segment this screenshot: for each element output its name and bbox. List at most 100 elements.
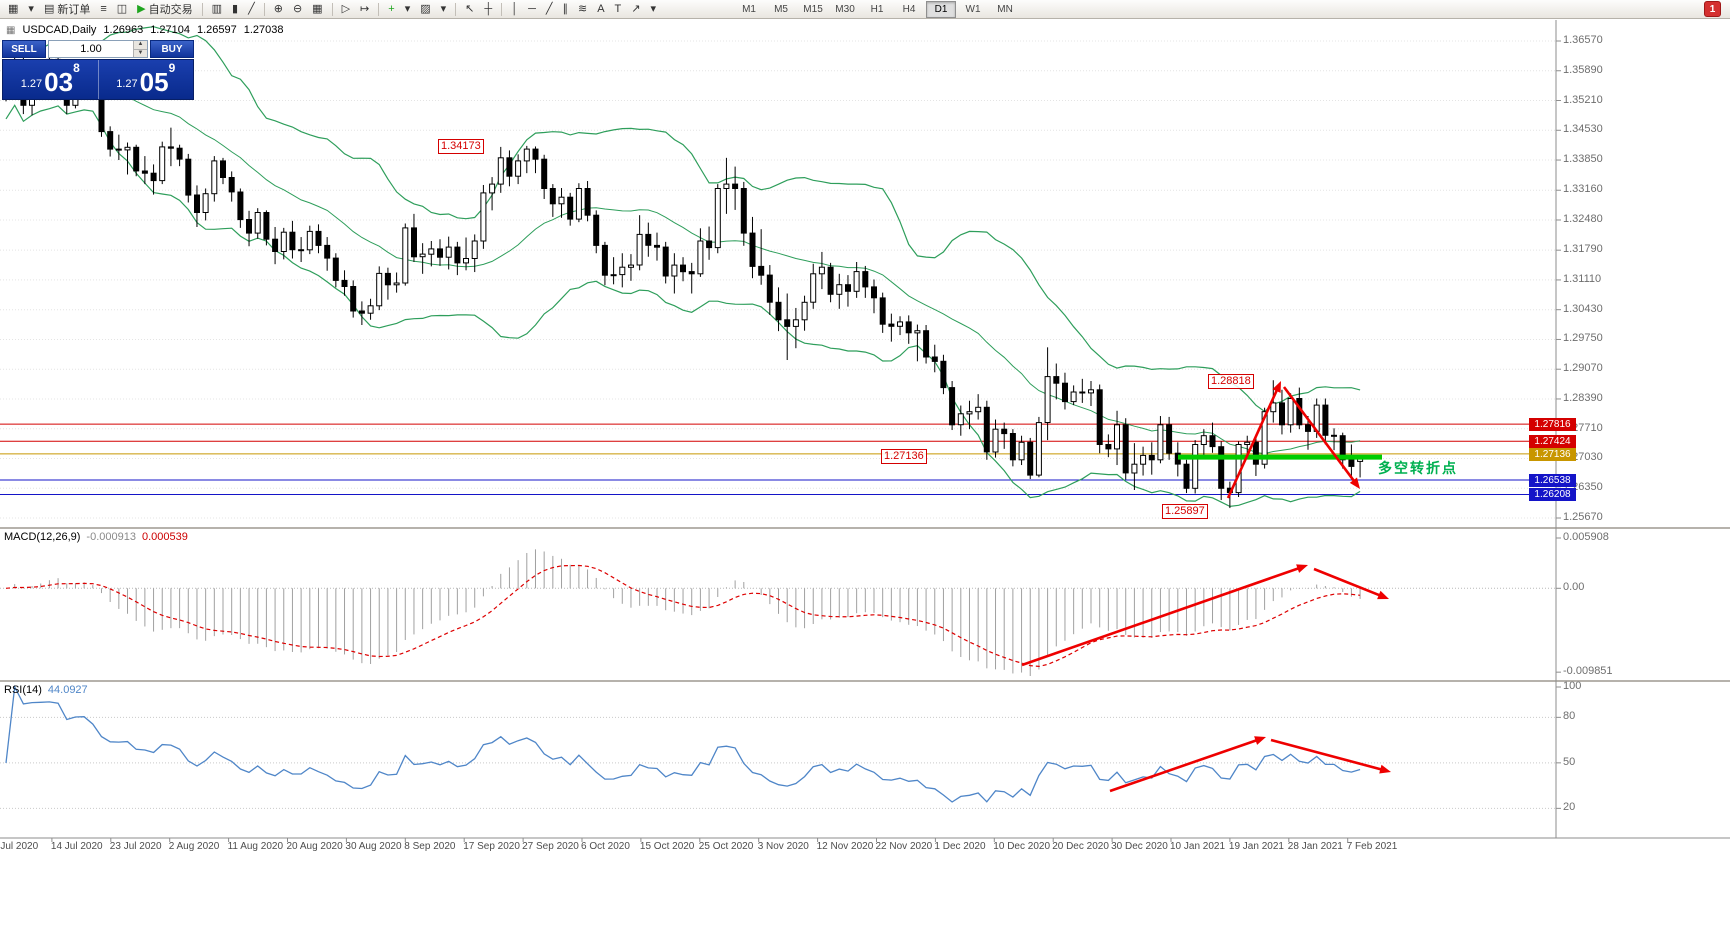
toolbar-separator [378,2,380,16]
chart-shift-icon: ↦ [360,3,370,15]
timeframe-mn[interactable]: MN [997,3,1013,15]
arrows-tool-icon: ↗ [631,3,641,15]
new-chart-dropdown-icon: ▾ [28,3,34,15]
timeframe-d1[interactable]: D1 [926,0,957,18]
timeframe-m30[interactable]: M30 [835,3,855,15]
axes [0,20,1730,842]
arrows-dropdown-button[interactable]: ▾ [647,0,661,18]
timeframe-m15[interactable]: M15 [803,3,823,15]
horizontal-line-tool-button[interactable]: ─ [524,0,540,18]
timeframe-h4[interactable]: H4 [902,3,916,15]
zoom-in-icon: ⊕ [273,3,283,15]
text-tool-icon: A [597,3,605,15]
lot-size-field[interactable]: 1.00 ▲ ▼ [48,40,148,58]
ohlc-open: 1.26963 [103,24,144,36]
sell-button[interactable]: SELL [2,40,46,58]
zoom-out-button[interactable]: ⊖ [289,0,306,18]
toolbar-separator [201,2,203,16]
timeframe-h1[interactable]: H1 [870,3,884,15]
data-window-button[interactable]: ◫ [113,0,131,18]
indicator-series [0,549,1555,809]
chart-candlesticks-button[interactable]: ▮ [228,0,242,18]
toolbar-separator [263,2,265,16]
timeframe-w1[interactable]: W1 [965,3,981,15]
tile-windows-button[interactable]: ▦ [308,0,326,18]
ohlc-title: ▦ USDCAD,Daily 1.26963 1.27104 1.26597 1… [6,24,283,36]
timeframe-m1[interactable]: M1 [742,3,756,15]
new-chart-dropdown-button[interactable]: ▾ [24,0,38,18]
rsi-line [5,684,1361,803]
new-chart-icon: ▦ [8,3,19,15]
fibonacci-tool-icon: ≋ [577,3,588,15]
chart-shift-button[interactable]: ↦ [356,0,373,18]
buy-button[interactable]: BUY [150,40,194,58]
sell-price[interactable]: 1.27 03 8 [3,60,99,99]
indicators-dropdown-button[interactable]: ▾ [401,0,415,18]
bollinger-upper [5,26,1361,413]
ohlc-low: 1.26597 [196,24,237,36]
zoom-out-icon: ⊖ [292,3,303,15]
fibonacci-tool-button[interactable]: ≋ [574,0,591,18]
macd-main-value: -0.000913 [86,531,136,543]
rsi-title: RSI(14) [4,684,42,696]
lot-decrease-button[interactable]: ▼ [134,49,147,57]
indicators-icon: + [388,3,395,15]
cursor-icon: ↖ [465,3,475,15]
new-chart-button[interactable]: ▦ [4,0,22,18]
vertical-line-tool-icon: │ [511,3,519,15]
grid [0,40,1555,519]
cursor-button[interactable]: ↖ [461,0,478,18]
arrows-tool-button[interactable]: ↗ [627,0,644,18]
templates-dropdown-icon: ▾ [440,3,447,15]
rsi-label: RSI(14) 44.0927 [4,684,88,696]
zoom-in-button[interactable]: ⊕ [270,0,287,18]
channel-tool-button[interactable]: ∥ [558,0,572,18]
main-toolbar: ▦ ▾ ▤ 新订单 ≡ ◫ ▶ 自动交易 ▥ ▮ ╱ ⊕ ⊖ ▦ ▷ ↦ + ▾ ▨ ▾ ↖ ┼ │ ─ ╱ ∥ ≋ A T ↗ ▾ M1 M5… [0,0,1730,19]
alert-icon[interactable]: 1 [1704,1,1721,17]
templates-icon: ▨ [420,3,431,15]
macd-signal-line [5,564,1361,668]
timeframe-m5[interactable]: M5 [774,3,788,15]
templates-dropdown-button[interactable]: ▾ [437,0,451,18]
macd-title: MACD(12,26,9) [4,531,81,543]
bollinger-middle [5,73,1361,455]
new-order-button[interactable]: ▤ 新订单 [40,0,94,18]
lot-size-value[interactable]: 1.00 [80,43,102,55]
macd-signal-value: 0.000539 [141,531,188,543]
buy-price[interactable]: 1.27 05 9 [99,60,194,99]
vertical-line-tool-button[interactable]: │ [507,0,522,18]
trend-arrows [1021,381,1391,793]
ohlc-close: 1.27038 [243,24,284,36]
market-watch-icon: ≡ [100,3,107,15]
buy-price-big: 05 [139,67,169,97]
trendline-tool-icon: ╱ [545,3,553,15]
macd-label: MACD(12,26,9) -0.000913 0.000539 [4,531,188,543]
indicators-button[interactable]: + [384,0,398,18]
chart-line-button[interactable]: ╱ [244,0,259,18]
trendline-tool-button[interactable]: ╱ [542,0,557,18]
arrows-dropdown-icon: ▾ [650,3,657,15]
buy-price-prefix: 1.27 [116,78,138,90]
new-order-icon: ▤ [43,3,55,15]
crosshair-icon: ┼ [484,3,493,15]
label-tool-button[interactable]: T [611,0,626,18]
chart-bars-button[interactable]: ▥ [208,0,226,18]
market-watch-button[interactable]: ≡ [96,0,110,18]
sell-price-prefix: 1.27 [20,78,43,90]
chart-bars-icon: ▥ [211,3,223,15]
chart-icon: ▦ [6,24,16,36]
rsi-value: 44.0927 [47,684,88,696]
bollinger-lower [5,104,1361,508]
templates-button[interactable]: ▨ [416,0,434,18]
text-tool-button[interactable]: A [593,0,608,18]
lot-increase-button[interactable]: ▲ [134,41,147,50]
toolbar-separator [331,2,333,16]
autotrading-icon: ▶ [137,3,146,15]
autotrading-button[interactable]: ▶ 自动交易 [133,0,196,18]
symbol-period: USDCAD,Daily [22,24,97,36]
auto-scroll-button[interactable]: ▷ [338,0,354,18]
crosshair-button[interactable]: ┼ [480,0,496,18]
